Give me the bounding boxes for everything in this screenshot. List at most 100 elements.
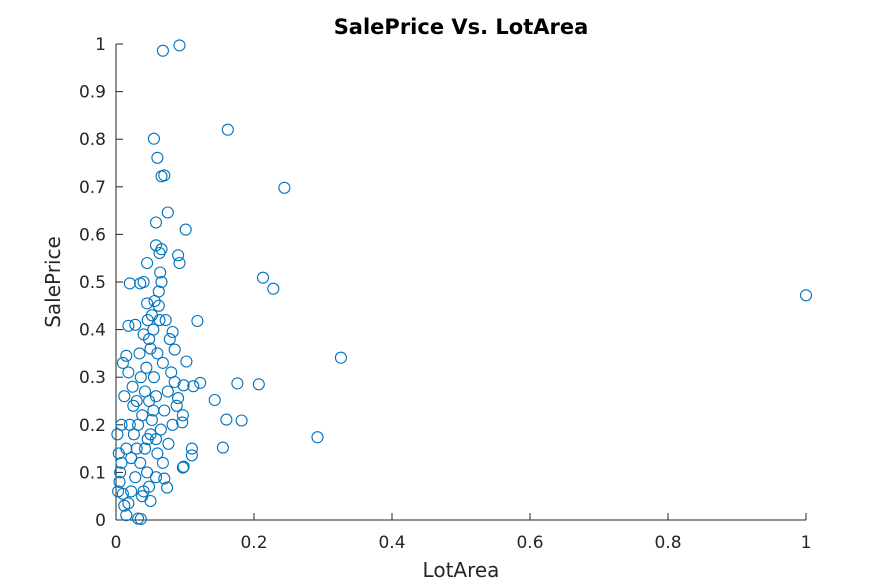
data-point	[134, 371, 147, 384]
data-point	[130, 394, 143, 408]
data-point	[148, 294, 161, 308]
y-tick-label: 0.2	[79, 416, 106, 436]
data-point	[166, 325, 179, 339]
data-point	[129, 471, 142, 484]
data-point	[155, 275, 168, 289]
y-tick-label: 0	[95, 511, 106, 531]
data-point	[127, 428, 140, 441]
data-point	[177, 460, 190, 473]
data-point	[185, 449, 198, 462]
data-point	[176, 409, 189, 422]
data-point	[163, 333, 176, 346]
data-point	[120, 509, 133, 522]
data-point	[185, 442, 198, 455]
data-point	[122, 319, 135, 332]
data-point	[173, 256, 186, 270]
data-point	[147, 404, 160, 417]
data-point	[155, 170, 168, 183]
data-point	[115, 456, 128, 469]
y-axis-label: SalePrice	[41, 236, 65, 328]
data-point	[162, 437, 175, 450]
data-point	[112, 447, 125, 460]
data-point	[113, 475, 126, 488]
data-point	[172, 392, 185, 405]
data-point	[154, 423, 167, 436]
x-tick-label: 1	[801, 533, 812, 553]
data-point	[133, 347, 146, 360]
data-point	[125, 452, 138, 465]
y-axis-ticks: 0 0.1 0.2 0.3 0.4 0.5 0.6 0.7 0.8 0.9 1	[79, 35, 123, 531]
data-point	[147, 323, 160, 336]
data-point	[136, 490, 149, 503]
plot-axes	[115, 44, 806, 521]
data-point	[156, 356, 169, 369]
data-point	[158, 472, 171, 485]
x-tick-label: 0.2	[240, 533, 267, 553]
data-point	[231, 377, 244, 390]
data-point	[177, 379, 190, 392]
data-point	[252, 378, 265, 391]
data-point	[112, 485, 125, 498]
data-point	[172, 249, 185, 262]
data-point	[161, 481, 174, 494]
y-tick-label: 0.9	[79, 83, 106, 103]
x-axis-ticks: 0 0.2 0.4 0.6 0.8 1	[111, 513, 812, 553]
data-point	[149, 216, 163, 229]
data-point	[141, 297, 154, 310]
data-point	[168, 343, 181, 356]
data-point	[180, 355, 193, 368]
data-point	[176, 461, 189, 474]
data-points	[111, 39, 813, 526]
data-point	[191, 314, 204, 328]
data-point	[120, 349, 133, 362]
x-tick-label: 0.6	[516, 533, 543, 553]
x-tick-label: 0.8	[654, 533, 681, 553]
data-point	[194, 376, 207, 389]
data-point	[122, 366, 135, 379]
data-point	[176, 416, 189, 429]
x-tick-label: 0.4	[378, 533, 405, 553]
data-point	[216, 441, 229, 454]
data-point	[140, 361, 153, 374]
data-point	[187, 380, 200, 393]
data-point	[168, 375, 181, 389]
data-point	[154, 266, 167, 279]
data-point	[147, 132, 160, 145]
data-point	[161, 385, 174, 398]
data-point	[151, 447, 164, 460]
data-point	[158, 404, 171, 417]
y-tick-label: 0.4	[79, 321, 106, 341]
data-point	[161, 206, 174, 219]
data-point	[118, 390, 131, 403]
chart-title: SalePrice Vs. LotArea	[334, 15, 589, 39]
data-point	[141, 314, 154, 327]
data-point	[256, 271, 270, 284]
data-point	[208, 393, 221, 407]
data-point	[141, 433, 154, 446]
data-point	[125, 485, 138, 498]
data-point	[129, 318, 142, 331]
data-point	[166, 418, 179, 431]
y-tick-label: 1	[95, 35, 106, 55]
data-point	[137, 328, 150, 341]
data-point	[147, 371, 160, 384]
y-tick-label: 0.7	[79, 178, 106, 198]
data-point	[221, 123, 234, 136]
data-point	[156, 44, 169, 57]
data-point	[799, 289, 813, 302]
y-tick-label: 0.5	[79, 273, 106, 293]
data-point	[130, 442, 143, 455]
data-point	[144, 342, 157, 355]
data-point	[114, 466, 127, 479]
x-tick-label: 0	[111, 533, 122, 553]
data-point	[153, 246, 166, 260]
data-point	[123, 277, 136, 290]
y-tick-label: 0.1	[79, 463, 106, 483]
data-point	[311, 431, 324, 444]
data-point	[153, 314, 166, 327]
data-point	[115, 418, 128, 431]
data-point	[144, 494, 157, 508]
data-point	[170, 399, 183, 412]
data-point	[235, 414, 248, 427]
